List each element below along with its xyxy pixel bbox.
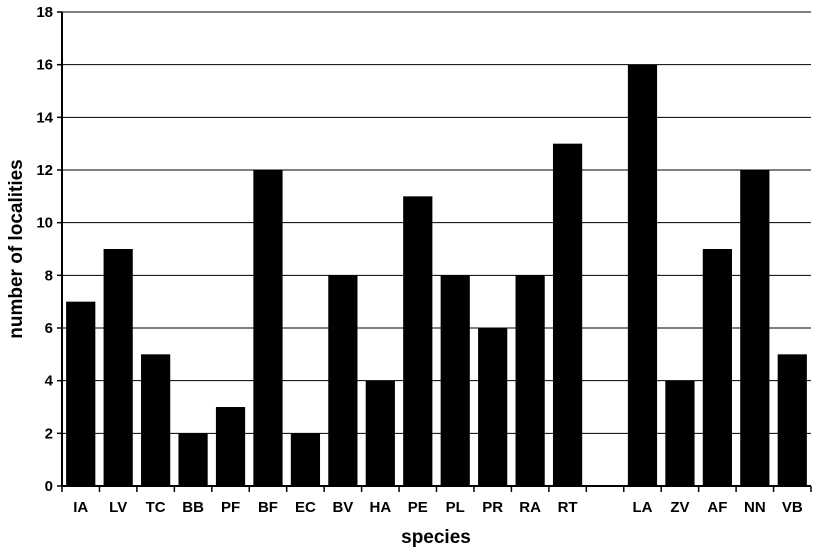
bar-RT (552, 143, 583, 486)
bar-IA (66, 301, 96, 486)
bar-AF (702, 249, 732, 486)
x-tick-label: NN (744, 499, 766, 516)
x-tick-label: PF (221, 499, 240, 516)
bar-VB (777, 354, 807, 486)
x-tick-label: BV (332, 499, 353, 516)
y-tick-label: 18 (36, 4, 53, 21)
x-tick-label: IA (73, 499, 88, 516)
bar-BF (253, 170, 283, 486)
x-tick-label: PR (482, 499, 503, 516)
x-tick-label: AF (707, 499, 727, 516)
y-tick-label: 14 (36, 109, 53, 126)
bar-TC (141, 354, 171, 486)
x-tick-label: HA (369, 499, 391, 516)
bar-HA (365, 380, 395, 486)
y-tick-label: 8 (45, 267, 53, 284)
x-tick-label: PE (408, 499, 428, 516)
bar-ZV (665, 380, 695, 486)
x-tick-label: PL (446, 499, 465, 516)
y-tick-label: 6 (45, 320, 53, 337)
x-axis-title: species (401, 527, 471, 548)
bar-PE (403, 196, 433, 487)
y-tick-label: 10 (36, 215, 53, 232)
bars (66, 64, 807, 487)
bar-BB (178, 433, 208, 486)
x-tick-label: BB (182, 499, 204, 516)
y-tick-labels: 0 2 4 6 8 10 12 14 16 18 (36, 4, 53, 495)
bar-PL (440, 275, 470, 486)
bar-PF (215, 407, 246, 486)
axes (57, 11, 812, 492)
x-tick-label: LA (632, 499, 652, 516)
bar-BV (328, 275, 358, 486)
bar-LA (627, 64, 658, 487)
x-tick-label: ZV (670, 499, 689, 516)
x-tick-label: RT (558, 499, 578, 516)
x-tick-label: BF (258, 499, 278, 516)
x-tick-label: EC (295, 499, 316, 516)
y-tick-label: 4 (45, 373, 54, 390)
y-tick-label: 0 (45, 478, 53, 495)
y-axis-title: number of localities (6, 159, 27, 338)
x-tick-labels: IA LV TC BB PF BF EC BV HA PE PL PR RA RT LA ZV AF NN VB (73, 499, 803, 516)
bar-LV (103, 249, 133, 486)
x-tick-label: LV (109, 499, 127, 516)
bar-NN (740, 170, 770, 486)
y-tick-label: 2 (45, 425, 53, 442)
y-tick-label: 16 (36, 57, 53, 74)
gridlines (62, 11, 811, 434)
x-tick-label: RA (519, 499, 541, 516)
bar-PR (478, 328, 508, 486)
bar-EC (290, 433, 321, 486)
x-tick-label: TC (146, 499, 166, 516)
y-tick-label: 12 (36, 162, 53, 179)
bar-RA (515, 275, 545, 486)
x-tick-label: VB (782, 499, 803, 516)
